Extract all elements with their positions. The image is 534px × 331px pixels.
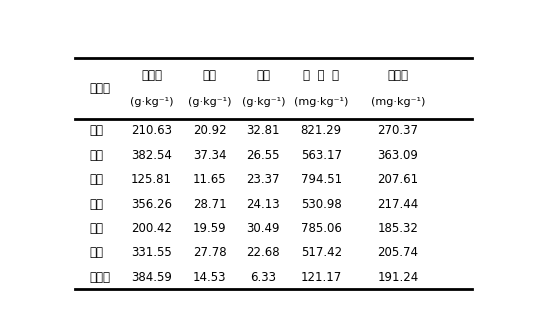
Text: 207.61: 207.61 (377, 173, 419, 186)
Text: 有机肥: 有机肥 (90, 82, 111, 95)
Text: 19.59: 19.59 (193, 222, 226, 235)
Text: 32.81: 32.81 (247, 124, 280, 137)
Text: (g·kg⁻¹): (g·kg⁻¹) (241, 97, 285, 107)
Text: 563.17: 563.17 (301, 149, 342, 162)
Text: 30.49: 30.49 (247, 222, 280, 235)
Text: 191.24: 191.24 (377, 271, 419, 284)
Text: 猪粪: 猪粪 (90, 173, 104, 186)
Text: 23.37: 23.37 (247, 173, 280, 186)
Text: 马粪: 马粪 (90, 246, 104, 260)
Text: 382.54: 382.54 (131, 149, 172, 162)
Text: 217.44: 217.44 (377, 198, 419, 211)
Text: (g·kg⁻¹): (g·kg⁻¹) (188, 97, 231, 107)
Text: 37.34: 37.34 (193, 149, 226, 162)
Text: 鸭粪: 鸭粪 (90, 222, 104, 235)
Text: 羊粪: 羊粪 (90, 198, 104, 211)
Text: 全氮: 全氮 (202, 70, 216, 82)
Text: 821.29: 821.29 (301, 124, 342, 137)
Text: 水解氮: 水解氮 (387, 70, 409, 82)
Text: 鸡粪: 鸡粪 (90, 124, 104, 137)
Text: 517.42: 517.42 (301, 246, 342, 260)
Text: 牛粪: 牛粪 (90, 149, 104, 162)
Text: 205.74: 205.74 (378, 246, 418, 260)
Text: 363.09: 363.09 (378, 149, 418, 162)
Text: 26.55: 26.55 (247, 149, 280, 162)
Text: (g·kg⁻¹): (g·kg⁻¹) (130, 97, 174, 107)
Text: 20.92: 20.92 (193, 124, 226, 137)
Text: 6.33: 6.33 (250, 271, 276, 284)
Text: 210.63: 210.63 (131, 124, 172, 137)
Text: (mg·kg⁻¹): (mg·kg⁻¹) (294, 97, 349, 107)
Text: 530.98: 530.98 (301, 198, 342, 211)
Text: 11.65: 11.65 (193, 173, 226, 186)
Text: 总磷: 总磷 (256, 70, 270, 82)
Text: 785.06: 785.06 (301, 222, 342, 235)
Text: 24.13: 24.13 (247, 198, 280, 211)
Text: 270.37: 270.37 (378, 124, 418, 137)
Text: 腐殖酸: 腐殖酸 (90, 271, 111, 284)
Text: 速  放  磷: 速 放 磷 (303, 70, 339, 82)
Text: 125.81: 125.81 (131, 173, 172, 186)
Text: (mg·kg⁻¹): (mg·kg⁻¹) (371, 97, 425, 107)
Text: 有机质: 有机质 (141, 70, 162, 82)
Text: 185.32: 185.32 (378, 222, 418, 235)
Text: 794.51: 794.51 (301, 173, 342, 186)
Text: 384.59: 384.59 (131, 271, 172, 284)
Text: 356.26: 356.26 (131, 198, 172, 211)
Text: 22.68: 22.68 (247, 246, 280, 260)
Text: 27.78: 27.78 (193, 246, 226, 260)
Text: 331.55: 331.55 (131, 246, 172, 260)
Text: 14.53: 14.53 (193, 271, 226, 284)
Text: 28.71: 28.71 (193, 198, 226, 211)
Text: 200.42: 200.42 (131, 222, 172, 235)
Text: 121.17: 121.17 (301, 271, 342, 284)
